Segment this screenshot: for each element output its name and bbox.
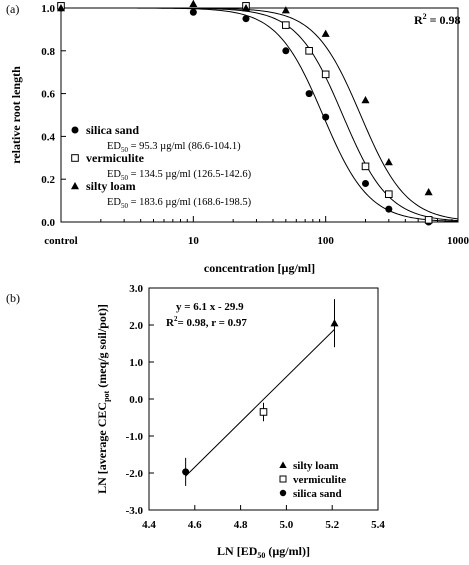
data-point-series-2 [241, 3, 251, 12]
data-point-series-1 [282, 21, 290, 29]
fit-equation: y = 6.1 x - 29.9 [176, 301, 244, 313]
ed50-label-0: ED50 = 95.3 µg/ml (86.6-104.1) [107, 141, 241, 154]
x-tick-label: control [44, 235, 77, 247]
plot-frame [60, 7, 459, 223]
ed50-label-1: ED50 = 134.5 µg/ml (126.5-142.6) [107, 169, 252, 182]
data-point-series-2 [424, 188, 433, 196]
fit-statistics: R2= 0.98, r = 0.97 [166, 315, 247, 329]
y-tick-label: 2.0 [129, 320, 143, 332]
data-point-series-0 [385, 205, 393, 213]
data-point-1 [259, 408, 268, 416]
data-point-series-1 [305, 47, 313, 55]
fit-curve-2 [61, 7, 459, 220]
legend-marker-1 [71, 154, 79, 162]
legend-marker-2 [70, 181, 80, 190]
y-tick-label: -3.0 [126, 505, 144, 517]
x-tick-label: 5.4 [371, 519, 385, 531]
y-tick-label: 0.2 [41, 174, 55, 186]
legend-marker-2 [279, 489, 287, 497]
x-tick-label: 1000 [447, 235, 469, 247]
legend: silica sand ED50 = 95.3 µg/ml (86.6-104.1… [70, 123, 252, 210]
legend-entry-1: vermiculite [293, 474, 346, 486]
x-tick-label: 4.6 [188, 519, 202, 531]
y-tick-label: 0.8 [41, 46, 55, 58]
data-point-series-0 [305, 90, 313, 98]
y-tick-label: -2.0 [126, 468, 144, 480]
data-point-series-1 [385, 190, 393, 198]
data-point-2 [182, 468, 190, 476]
data-point-series-2 [56, 3, 66, 12]
y-tick-label: 1.0 [129, 357, 143, 369]
data-point-series-0 [282, 47, 290, 55]
chart-a: (a) 0.0 0.2 0.4 0.6 0.8 1.0 control 10 100 1000 con… [6, 0, 469, 275]
data-point-series-2 [281, 6, 290, 14]
legend-marker-0 [71, 126, 79, 134]
x-axis-label: concentration [µg/ml] [204, 261, 315, 275]
y-tick-label: 0.0 [129, 394, 143, 406]
data-point-series-2 [384, 158, 393, 166]
data-point-series-0 [242, 15, 250, 23]
data-point-series-2 [189, 0, 198, 7]
y-tick-label: 0.0 [41, 217, 55, 229]
legend-entry-0: silica sand [86, 123, 139, 137]
legend-entry-1: vermiculite [86, 151, 145, 165]
x-tick-label: 100 [317, 235, 334, 247]
data-point-series-1 [321, 70, 330, 79]
y-tick-label: 0.4 [41, 131, 55, 143]
legend-marker-0 [279, 461, 287, 468]
x-tick-label: 4.4 [142, 519, 156, 531]
data-point-0 [330, 319, 339, 327]
panel-label-b: (b) [6, 291, 20, 305]
x-tick-label: 5.0 [280, 519, 294, 531]
r2-annotation: R2 = 0.98 [414, 12, 461, 27]
data-point-series-1 [424, 216, 433, 224]
fit-line [185, 329, 335, 477]
y-axis-label: LN [average CECpot (meq/g soil/pot)] [95, 304, 111, 494]
y-tick-label: 0.6 [41, 89, 55, 101]
legend-entry-2: silica sand [293, 488, 342, 500]
x-tick-label: 5.2 [325, 519, 339, 531]
data-point-series-0 [362, 179, 370, 187]
x-axis-label: LN [ED50 (µg/ml)] [217, 544, 310, 560]
x-tick-label: 10 [188, 235, 200, 247]
x-tick-label: 4.8 [234, 519, 248, 531]
legend: silty loam vermiculite silica sand [279, 460, 346, 500]
ed50-label-2: ED50 = 183.6 µg/ml (168.6-198.5) [107, 197, 252, 210]
y-axis-label: relative root length [9, 66, 23, 164]
chart-b: (b) -3.0 -2.0 -1.0 0.0 1.0 2.0 3.0 4.4 4.6 4.8 5.0 5… [6, 283, 385, 560]
data-point-series-2 [361, 95, 370, 104]
data-point-series-0 [322, 113, 330, 121]
data-point-series-0 [189, 8, 197, 16]
panel-label-a: (a) [6, 2, 19, 16]
data-point-series-2 [321, 29, 330, 37]
legend-entry-0: silty loam [293, 460, 339, 472]
y-tick-label: 3.0 [129, 283, 143, 295]
y-tick-label: 1.0 [41, 3, 55, 15]
legend-marker-1 [279, 475, 287, 483]
legend-entry-2: silty loam [86, 179, 136, 193]
y-tick-label: -1.0 [126, 431, 144, 443]
data-point-series-1 [361, 162, 370, 171]
